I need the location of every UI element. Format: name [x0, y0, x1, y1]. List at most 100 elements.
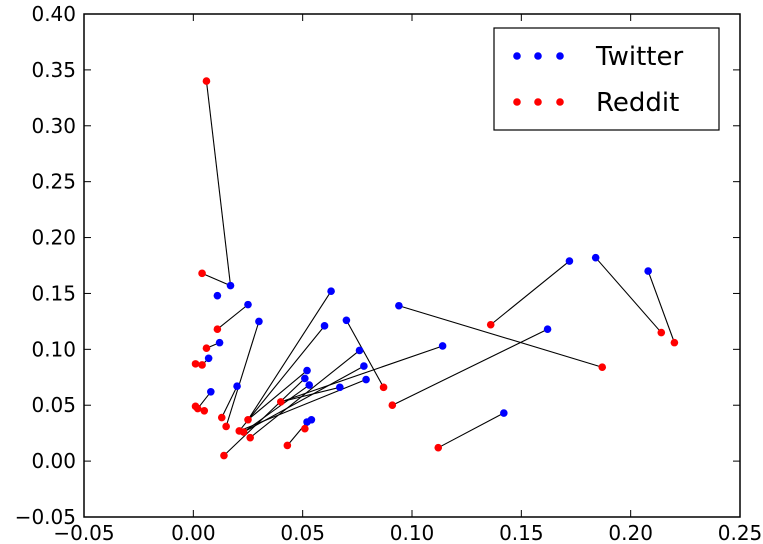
reddit-point-10 — [222, 422, 230, 431]
connection-line-9 — [238, 325, 325, 432]
reddit-point-1 — [198, 269, 206, 278]
reddit-point-21 — [434, 443, 443, 452]
data-points — [191, 77, 679, 460]
legend-box — [493, 27, 720, 131]
reddit-point-25 — [670, 338, 679, 347]
y-tick-label-6: 0.25 — [31, 170, 76, 194]
legend-marker-reddit-1 — [534, 98, 542, 106]
twitter-point-8 — [327, 287, 335, 296]
y-tick-label-8: 0.35 — [31, 58, 76, 82]
reddit-point-14 — [244, 415, 252, 424]
legend-marker-twitter-1 — [534, 52, 542, 60]
connection-line-2 — [217, 304, 249, 330]
reddit-point-8 — [200, 407, 209, 415]
connection-line-7 — [225, 321, 260, 427]
reddit-point-16 — [277, 398, 285, 406]
legend-marker-twitter-2 — [556, 52, 564, 60]
reddit-point-3 — [191, 360, 200, 368]
twitter-point-19 — [336, 383, 344, 392]
x-tick-label-6: 0.25 — [718, 521, 763, 544]
twitter-point-12 — [360, 362, 368, 370]
twitter-point-26 — [644, 267, 652, 275]
legend-marker-reddit-2 — [556, 98, 564, 106]
axis-ticks: −0.05 0.00 0.05 0.10 0.15 0.20 0.25 −0.05 0.00 0.… — [15, 2, 763, 544]
connection-line-10 — [345, 320, 385, 388]
reddit-point-20 — [388, 401, 397, 410]
twitter-point-1 — [213, 291, 222, 300]
twitter-point-9 — [320, 322, 329, 330]
connection-line-16 — [243, 384, 310, 433]
connection-line-1 — [201, 272, 231, 287]
twitter-point-4 — [204, 354, 213, 363]
y-tick-label-3: 0.10 — [31, 337, 76, 361]
legend-label-reddit: Reddit — [596, 88, 679, 118]
twitter-point-13 — [362, 375, 370, 384]
reddit-point-7 — [193, 404, 202, 413]
y-tick-label-5: 0.20 — [31, 226, 76, 250]
twitter-point-24 — [565, 257, 574, 265]
x-tick-label-2: 0.05 — [280, 521, 325, 544]
connection-line-8 — [247, 290, 332, 421]
reddit-point-17 — [283, 441, 292, 450]
reddit-point-4 — [198, 361, 206, 369]
twitter-point-2 — [244, 300, 252, 309]
twitter-point-14 — [301, 374, 309, 383]
twitter-point-7 — [255, 317, 263, 326]
twitter-point-3 — [215, 338, 224, 347]
reddit-point-9 — [217, 413, 226, 422]
twitter-point-5 — [207, 388, 215, 396]
connection-line-24 — [490, 260, 570, 326]
y-tick-label-1: 0.00 — [31, 449, 76, 473]
y-tick-label-2: 0.05 — [31, 393, 76, 417]
reddit-point-23 — [598, 363, 607, 372]
legend-marker-twitter-0 — [513, 52, 521, 60]
connection-line-22 — [437, 412, 505, 449]
connection-lines — [197, 81, 675, 456]
twitter-point-11 — [355, 346, 364, 355]
x-tick-label-1: 0.00 — [171, 521, 216, 544]
reddit-point-11 — [220, 451, 228, 460]
legend: Twitter Reddit — [493, 27, 720, 131]
reddit-point-19 — [379, 383, 388, 392]
x-tick-label-0: −0.05 — [53, 521, 114, 544]
connection-line-13 — [239, 379, 367, 432]
y-tick-label-0: −0.05 — [15, 505, 76, 529]
y-tick-label-4: 0.15 — [31, 281, 76, 305]
connection-line-0 — [205, 81, 232, 286]
twitter-point-15 — [303, 366, 311, 375]
legend-marker-reddit-0 — [513, 98, 521, 106]
twitter-point-22 — [500, 409, 508, 417]
reddit-point-24 — [657, 328, 666, 337]
y-tick-label-9: 0.40 — [31, 2, 76, 26]
x-tick-label-5: 0.20 — [608, 521, 653, 544]
twitter-point-25 — [591, 253, 600, 262]
connection-line-23 — [392, 328, 548, 406]
twitter-point-16 — [305, 381, 314, 389]
legend-label-twitter: Twitter — [595, 42, 683, 72]
connection-line-15 — [247, 370, 308, 421]
connection-line-19 — [280, 386, 340, 403]
connection-line-26 — [647, 270, 675, 343]
y-tick-label-7: 0.30 — [31, 114, 76, 138]
twitter-point-6 — [233, 382, 241, 391]
reddit-point-13 — [239, 428, 248, 436]
twitter-point-0 — [226, 281, 235, 290]
reddit-point-5 — [202, 344, 211, 353]
connection-line-20 — [280, 345, 443, 403]
reddit-point-18 — [301, 424, 309, 433]
reddit-point-15 — [246, 433, 254, 442]
connection-line-25 — [595, 257, 662, 333]
twitter-point-23 — [543, 325, 552, 334]
twitter-point-21 — [438, 342, 447, 350]
x-tick-label-3: 0.10 — [390, 521, 435, 544]
x-tick-label-4: 0.15 — [499, 521, 544, 544]
twitter-point-18 — [307, 415, 316, 424]
reddit-point-22 — [486, 320, 495, 329]
connection-line-6 — [221, 385, 238, 418]
reddit-point-2 — [213, 325, 222, 334]
twitter-point-10 — [342, 316, 351, 325]
connection-line-21 — [398, 305, 603, 368]
reddit-point-0 — [202, 77, 211, 85]
twitter-point-20 — [395, 301, 403, 310]
